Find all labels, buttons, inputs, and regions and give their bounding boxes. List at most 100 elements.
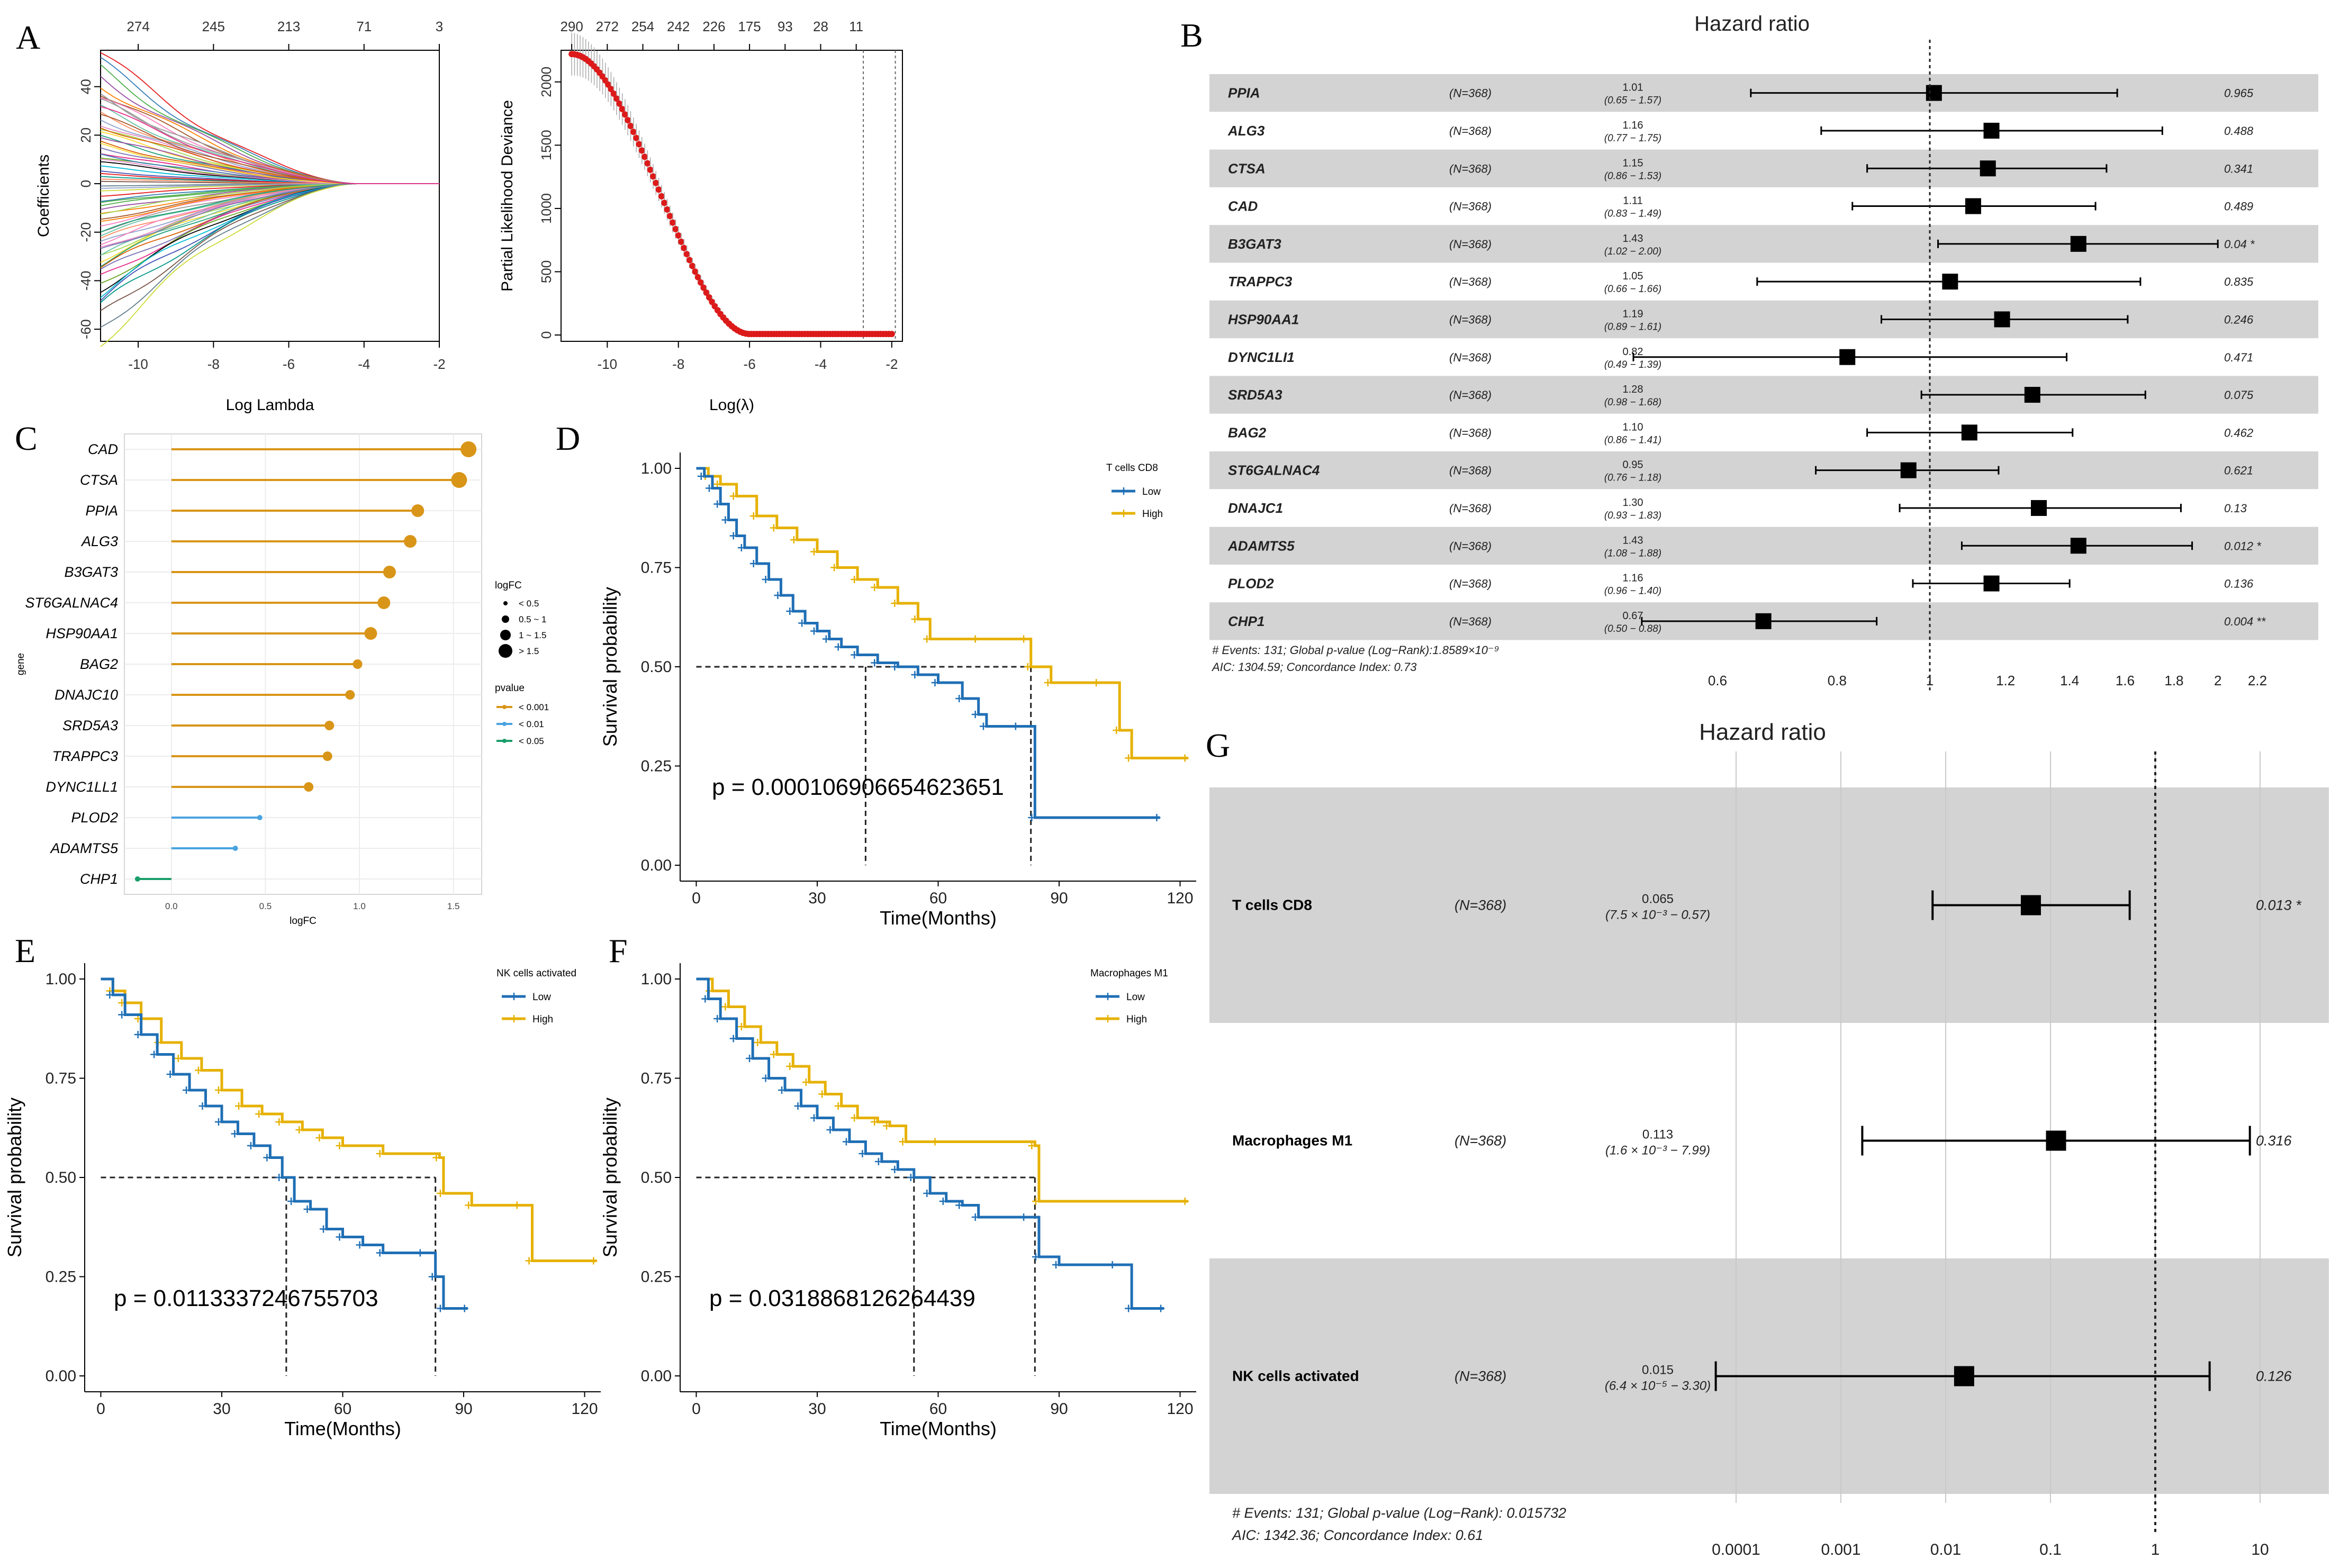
gene-label: BAG2	[80, 656, 118, 672]
censor-mark	[1125, 1304, 1133, 1312]
cv-point	[621, 111, 628, 118]
row-ci: (0.98 − 1.68)	[1604, 397, 1661, 408]
top-tick-label: 3	[436, 19, 443, 34]
legend-censor	[510, 993, 518, 1000]
top-tick-label: 175	[738, 19, 761, 34]
row-n: (N=368)	[1449, 351, 1492, 364]
cv-point	[647, 166, 654, 173]
row-hr: 1.16	[1623, 573, 1643, 584]
x-tick-label: 30	[808, 890, 826, 907]
gene-label: CHP1	[80, 871, 118, 887]
censor-mark	[436, 1190, 444, 1197]
panel-g-forest-immune: Hazard ratio T cells CD8 (N=368) 0.065(7.5 …	[1209, 719, 2329, 1558]
row-n: (N=368)	[1449, 313, 1492, 326]
censor-mark	[416, 1249, 424, 1257]
gene-label: PLOD2	[71, 810, 118, 826]
censor-mark	[134, 1031, 142, 1038]
censor-mark	[971, 1213, 979, 1221]
row-n: (N=368)	[1449, 124, 1492, 138]
legend-censor	[1120, 510, 1127, 517]
color-legend-label: < 0.01	[519, 719, 544, 729]
y-tick-label: 1.00	[46, 971, 76, 988]
x-tick-label: 0	[692, 1400, 701, 1418]
row-hr: 1.11	[1623, 195, 1642, 207]
panel-label-a: A	[16, 19, 40, 56]
row-pvalue: 0.488	[2224, 124, 2254, 138]
censor-mark	[1125, 754, 1133, 762]
censor-mark	[460, 1304, 468, 1312]
censor-mark	[166, 1071, 174, 1078]
censor-mark	[822, 635, 830, 643]
censor-mark	[851, 576, 859, 583]
hr-point	[2030, 500, 2047, 516]
cv-point	[692, 268, 699, 275]
x-tick-label: 1	[2151, 1541, 2160, 1558]
coefficient-path	[100, 183, 439, 303]
coefficient-path	[100, 142, 439, 185]
panel-label-e: E	[15, 932, 35, 969]
row-hr: 0.015	[1642, 1363, 1674, 1377]
row-hr: 1.19	[1623, 308, 1643, 320]
row-hr: 1.28	[1623, 384, 1643, 395]
row-pvalue: 0.246	[2224, 313, 2254, 326]
lollipop-dot	[345, 690, 355, 700]
censor-mark	[525, 1257, 533, 1265]
lollipop-dot	[324, 721, 335, 730]
censor-mark	[275, 1174, 283, 1181]
gene-label: HSP90AA1	[46, 626, 118, 641]
coefficient-path	[100, 159, 439, 185]
high-survival-curve	[696, 977, 1188, 1203]
row-gene: TRAPPC3	[1228, 274, 1293, 289]
x-tick-label: 90	[1050, 1400, 1068, 1418]
censor-mark	[851, 651, 859, 659]
hr-point	[2070, 235, 2086, 252]
top-tick-label: 93	[778, 19, 793, 34]
top-tick-label: 28	[813, 19, 828, 34]
row-hr: 0.82	[1623, 346, 1643, 358]
high-survival-curve	[101, 977, 597, 1262]
cv-point	[681, 244, 688, 251]
x-tick-label: 60	[334, 1400, 351, 1418]
cv-point	[694, 274, 701, 280]
row-ci: (0.77 − 1.75)	[1604, 133, 1661, 144]
coefficient-path	[100, 52, 439, 185]
row-n: (N=368)	[1449, 426, 1492, 439]
censor-mark	[762, 1074, 770, 1082]
x-tick-label: 0.6	[1708, 673, 1727, 688]
y-tick-label: 0.75	[641, 559, 672, 577]
censor-mark	[1028, 814, 1036, 821]
row-gene: CAD	[1228, 198, 1258, 214]
y-tick-label: 0.50	[46, 1169, 76, 1186]
y-tick-label: -20	[78, 222, 94, 242]
y-tick-label: 0.00	[641, 1367, 672, 1385]
hr-point	[2046, 1130, 2066, 1151]
hr-point	[1942, 274, 1958, 290]
hr-point	[1755, 613, 1772, 629]
x-tick-label: 1.4	[2060, 673, 2079, 688]
row-hr: 0.065	[1642, 892, 1674, 907]
cv-point	[636, 141, 643, 148]
censor-mark	[891, 600, 899, 607]
gene-label: SRD5A3	[62, 718, 118, 733]
censor-mark	[287, 1198, 295, 1205]
x-axis-label: Time(Months)	[284, 1418, 401, 1439]
censor-mark	[513, 1201, 521, 1209]
hr-point	[1954, 1366, 1974, 1386]
censor-mark	[705, 484, 713, 492]
row-pvalue: 0.04 *	[2224, 238, 2255, 251]
row-n: (N=368)	[1449, 388, 1492, 402]
x-tick-label: 0.0001	[1712, 1541, 1760, 1558]
row-band	[1209, 451, 2318, 490]
row-band	[1209, 376, 2318, 414]
x-tick-label: 90	[1050, 890, 1068, 907]
cv-point	[625, 117, 631, 124]
cv-point	[672, 225, 679, 232]
censor-mark	[436, 1304, 444, 1312]
y-tick-label: 0.25	[641, 1268, 672, 1286]
row-name: NK cells activated	[1232, 1368, 1359, 1384]
panel-b-forest-genes: Hazard ratio PPIA (N=368) 1.01(0.65 − 1.57)…	[1209, 12, 2318, 691]
row-pvalue: 0.621	[2224, 464, 2253, 477]
x-tick-label: 2	[2214, 673, 2221, 688]
top-tick-label: 11	[849, 19, 863, 34]
panel-e-km-nk: 0 30 60 90 120 0.00 0.25 0.50 0.75 1.00 p = 0.0113…	[4, 963, 601, 1439]
